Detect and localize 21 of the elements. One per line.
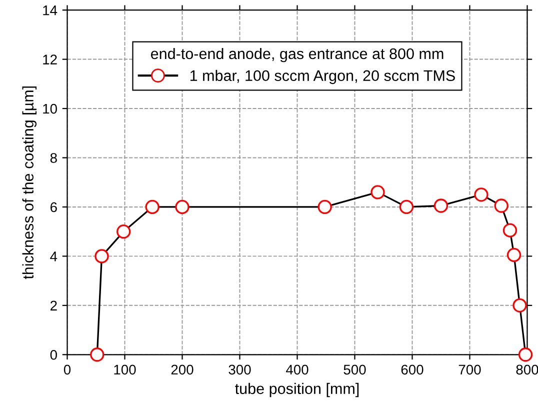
- x-tick-label: 500: [344, 364, 366, 375]
- y-tick-label: 14: [43, 6, 58, 16]
- y-tick-label: 4: [50, 252, 58, 262]
- x-tick-label: 100: [114, 364, 136, 375]
- x-tick-label: 700: [458, 364, 481, 375]
- x-tick-label: 400: [286, 364, 308, 375]
- y-tick-label: 2: [50, 300, 57, 310]
- legend-title: end-to-end anode, gas entrance at 800 mm: [150, 48, 444, 62]
- x-tick-label: 600: [401, 364, 424, 375]
- y-tick-label: 10: [43, 104, 57, 114]
- y-tick-label: 12: [43, 54, 57, 64]
- x-tick-label: 200: [171, 364, 194, 375]
- y-tick-label: 8: [50, 153, 57, 163]
- y-tick-label: 6: [50, 202, 57, 212]
- x-axis-title: tube position [mm]: [235, 382, 359, 398]
- y-axis-title: thickness of the coating [µm]: [22, 86, 37, 280]
- y-tick-label: 0: [50, 350, 57, 360]
- x-tick-label: 0: [64, 364, 71, 375]
- x-tick-label: 800: [516, 364, 538, 375]
- legend-label: 1 mbar, 100 sccm Argon, 20 sccm TMS: [190, 70, 455, 84]
- x-tick-label: 300: [228, 364, 251, 375]
